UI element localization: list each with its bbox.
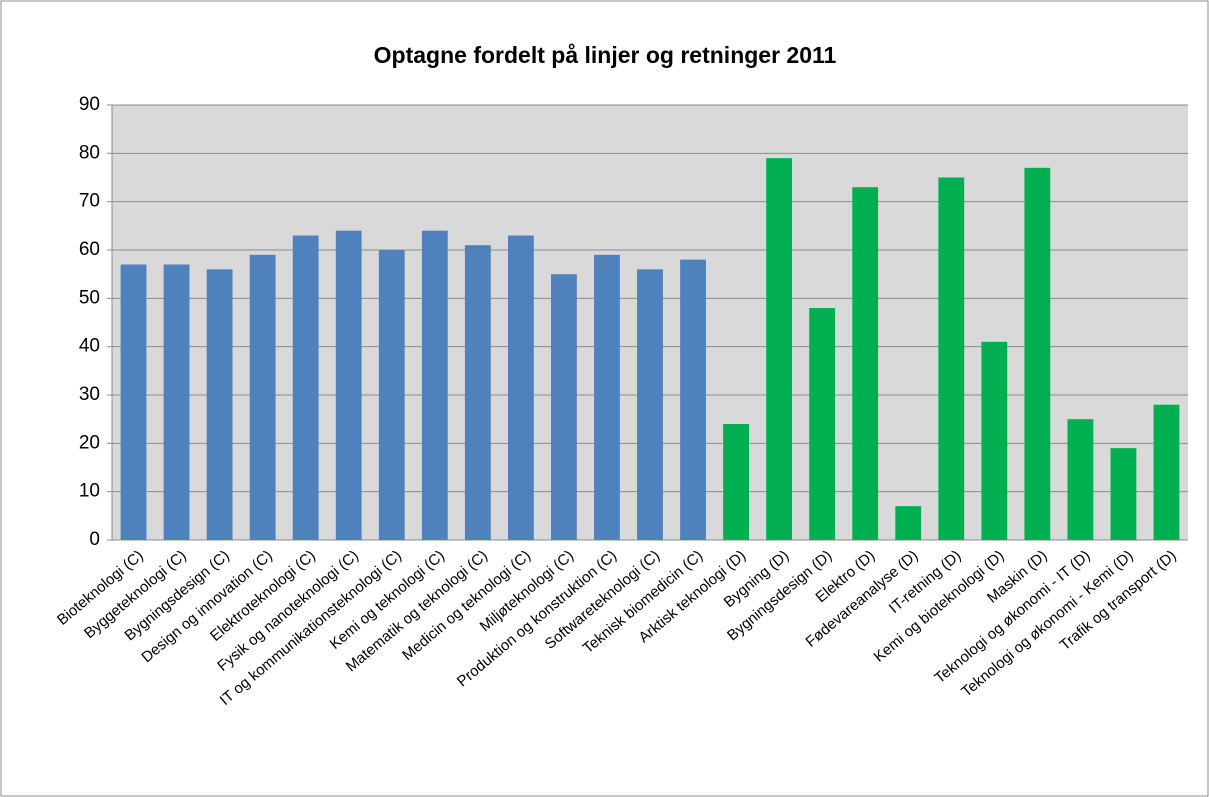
- bar: [1024, 167, 1051, 541]
- bar: [378, 250, 405, 540]
- bar: [120, 264, 147, 540]
- bar: [852, 187, 879, 540]
- chart-title: Optagne fordelt på linjer og retninger 2…: [374, 42, 837, 68]
- bar: [723, 424, 749, 540]
- y-tick-label: 0: [89, 529, 100, 550]
- y-tick-label: 20: [79, 432, 100, 453]
- bar: [335, 230, 362, 540]
- y-tick-label: 30: [79, 384, 100, 405]
- y-tick-label: 40: [79, 336, 100, 357]
- bar: [551, 274, 577, 540]
- y-tick-label: 60: [79, 239, 100, 260]
- bar: [1153, 404, 1180, 540]
- bar: [421, 230, 448, 540]
- bar: [680, 259, 706, 540]
- bar: [163, 264, 190, 540]
- bar: [1110, 448, 1137, 540]
- y-tick-label: 80: [79, 142, 100, 163]
- bar: [507, 235, 534, 540]
- bar: [895, 506, 922, 540]
- bar: [981, 341, 1008, 540]
- y-tick-label: 10: [79, 481, 100, 502]
- bar: [206, 269, 233, 540]
- bar: [637, 269, 663, 540]
- bar: [594, 254, 620, 541]
- bar: [766, 158, 793, 540]
- bar: [938, 177, 965, 540]
- bar: [809, 308, 836, 540]
- bar: [464, 245, 491, 540]
- y-tick-label: 70: [79, 191, 100, 212]
- y-tick-label: 90: [79, 94, 100, 115]
- bar: [292, 235, 319, 540]
- bar: [1067, 419, 1094, 540]
- bar: [249, 254, 276, 541]
- y-tick-label: 50: [79, 287, 100, 308]
